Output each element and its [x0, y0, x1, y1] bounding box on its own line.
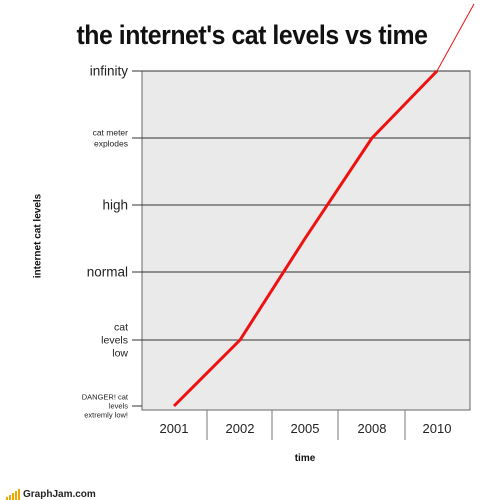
y-tick-label: normal	[87, 265, 128, 280]
footer: GraphJam.com	[6, 482, 96, 496]
y-tick-label: high	[102, 198, 128, 213]
x-tick-label: 2002	[226, 421, 255, 436]
bars-logo-icon	[6, 482, 21, 500]
y-tick-label: infinity	[90, 64, 129, 79]
x-tick-label: 2008	[358, 421, 387, 436]
plot-area	[142, 71, 470, 410]
x-tick-label: 2010	[423, 421, 452, 436]
y-axis-title: internet cat levels	[33, 194, 44, 278]
x-axis-title: time	[250, 453, 360, 464]
x-tick-label: 2005	[291, 421, 320, 436]
x-axis: 2001 2002 2005 2008 2010	[160, 410, 452, 440]
x-tick-label: 2001	[160, 421, 189, 436]
overshoot-line	[437, 4, 474, 71]
brand-link[interactable]: GraphJam.com	[23, 489, 96, 500]
